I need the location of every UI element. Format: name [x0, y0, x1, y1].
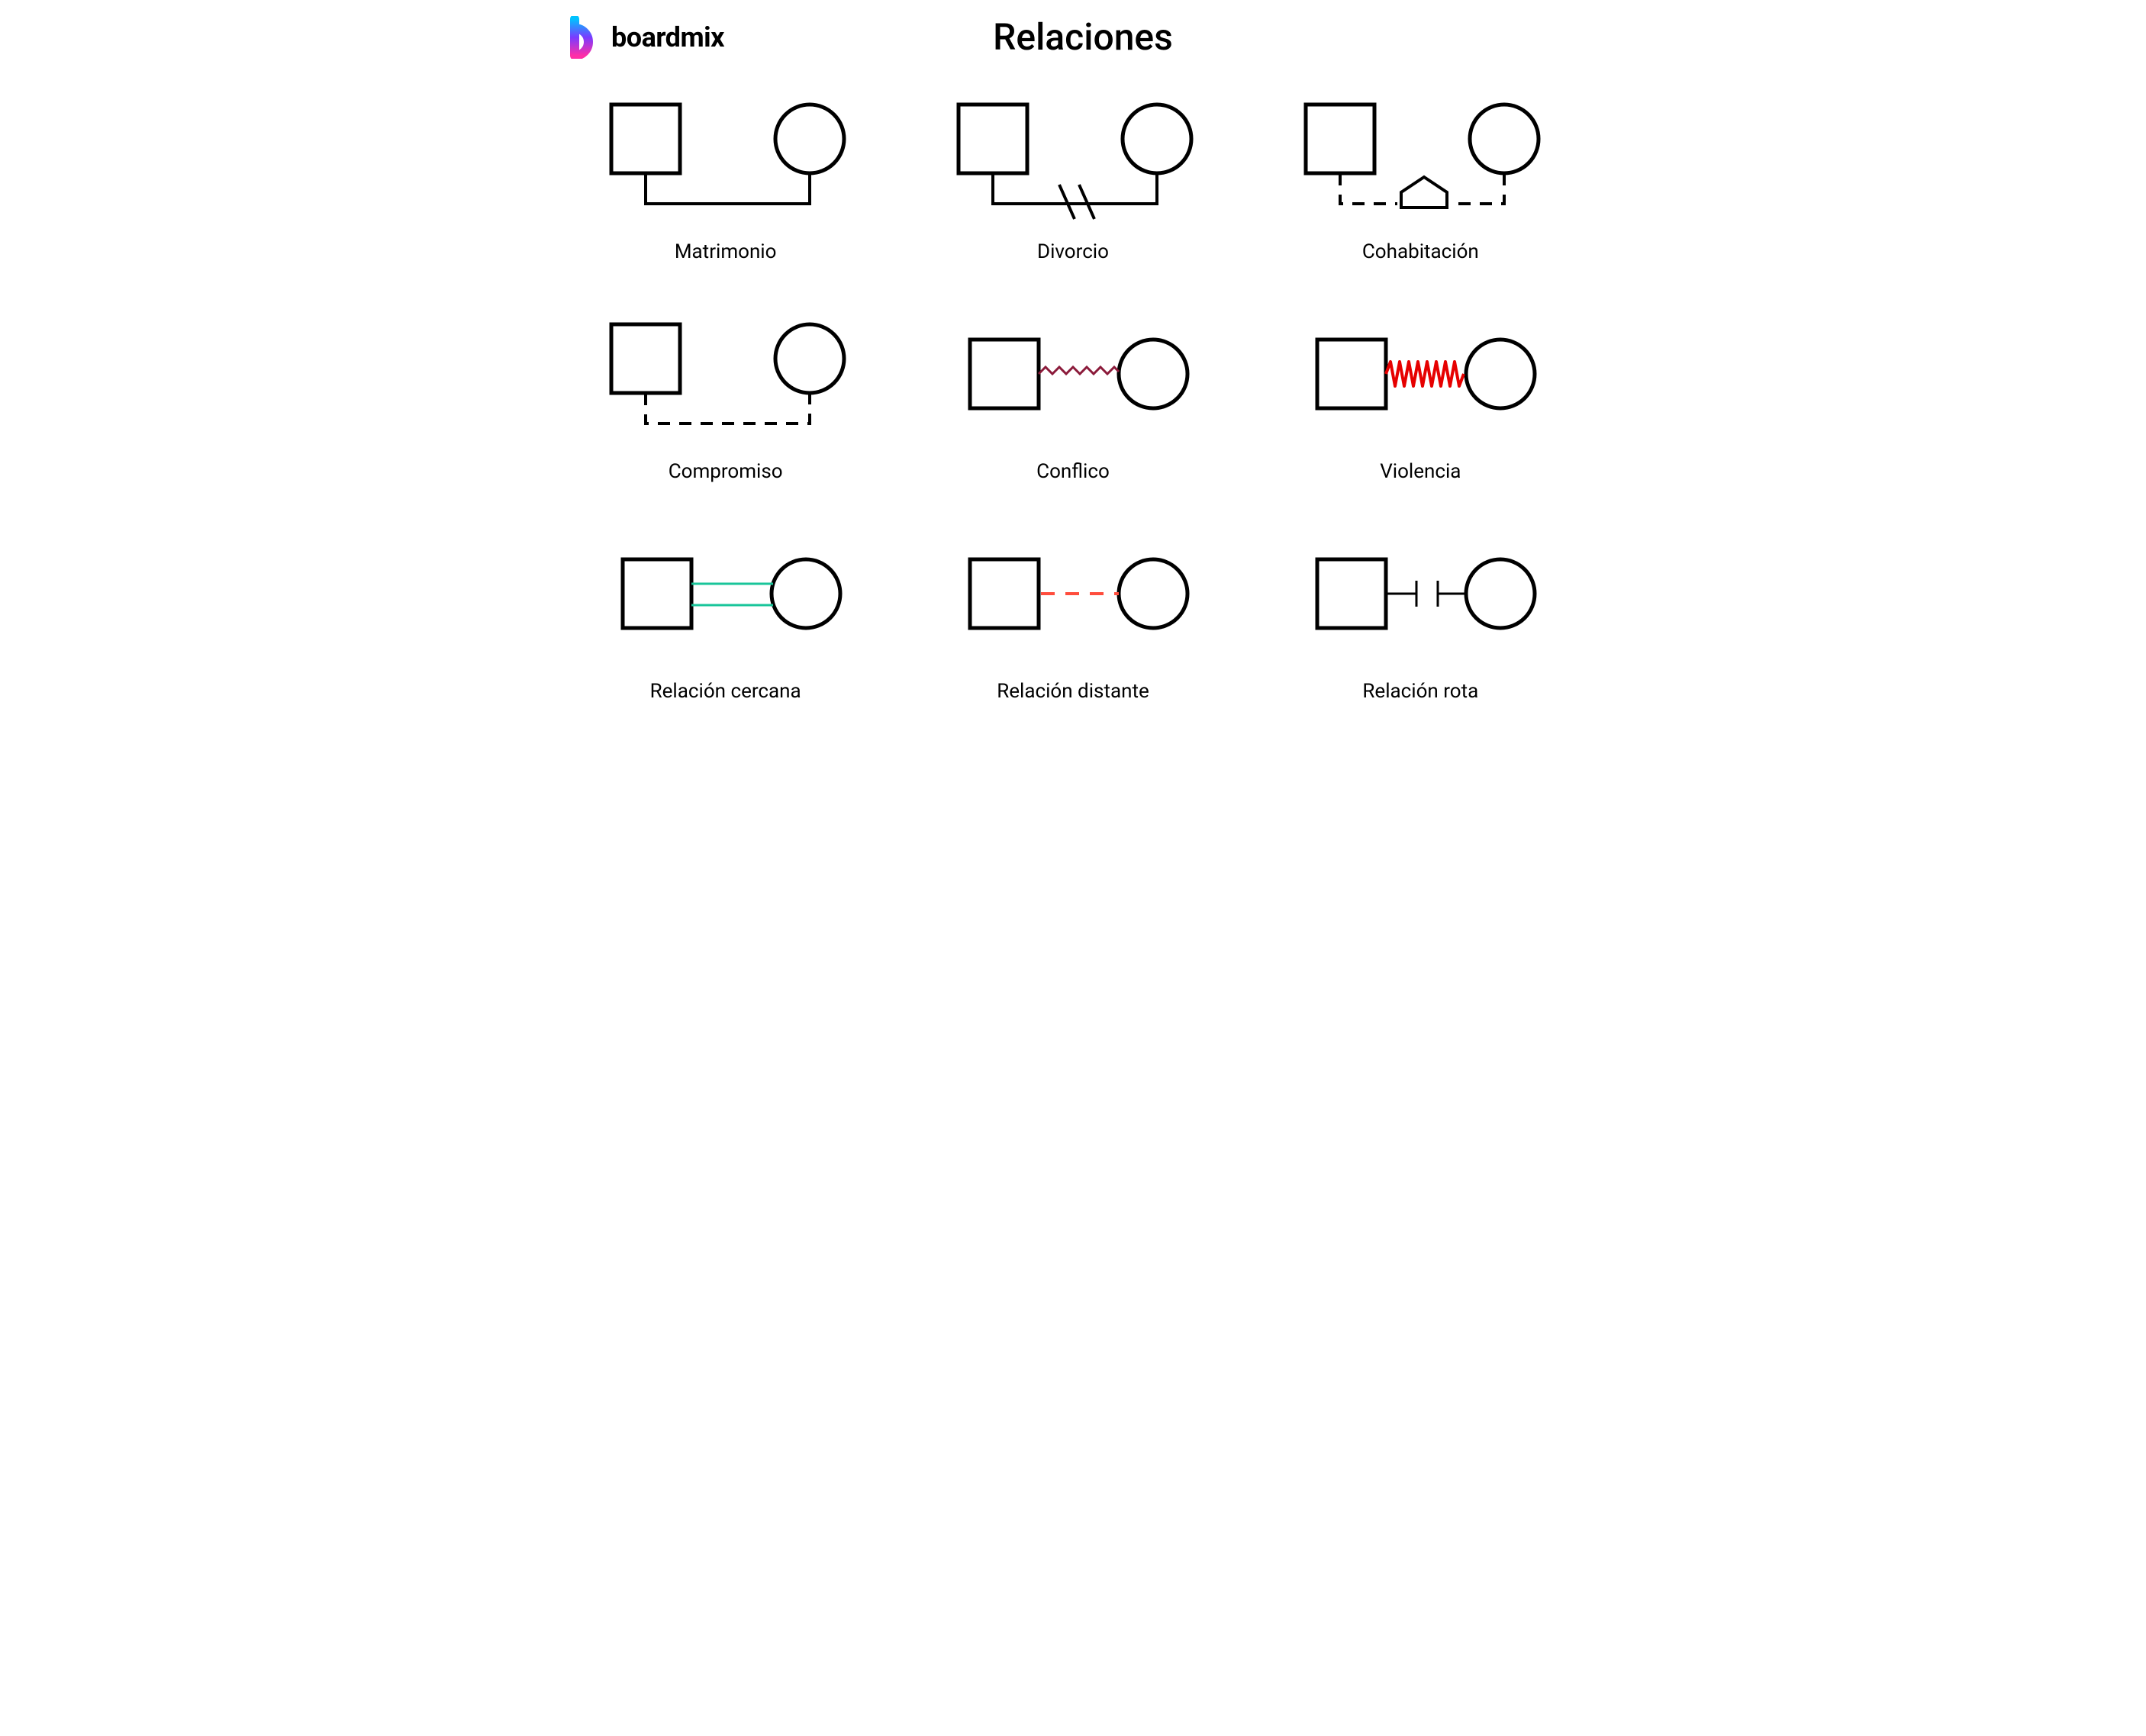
- page-title: Relaciones: [993, 15, 1173, 59]
- female-circle-icon: [1466, 340, 1535, 408]
- female-circle-icon: [775, 324, 844, 393]
- connector-left-dashed: [1340, 173, 1397, 204]
- male-square-icon: [959, 105, 1027, 173]
- page-root: boardmix Relaciones Matrimonio Divorcio: [536, 0, 1610, 749]
- female-circle-icon: [1466, 559, 1535, 628]
- cell-compromiso: Compromiso: [567, 309, 884, 483]
- diagram-engagement: [581, 309, 871, 446]
- female-circle-icon: [775, 105, 844, 173]
- female-circle-icon: [1119, 340, 1187, 408]
- male-square-icon: [1317, 559, 1386, 628]
- connector-dashed-line: [646, 393, 810, 424]
- title-wrap: Relaciones: [587, 15, 1579, 59]
- diagram-divorce: [928, 89, 1218, 227]
- male-square-icon: [623, 559, 691, 628]
- male-square-icon: [970, 559, 1039, 628]
- caption: Compromiso: [669, 460, 783, 483]
- male-square-icon: [611, 105, 680, 173]
- cell-violencia: Violencia: [1262, 309, 1579, 483]
- divorce-slashes-icon: [1059, 185, 1094, 219]
- zigzag-conflict-line: [1039, 367, 1119, 374]
- cell-divorcio: Divorcio: [914, 89, 1231, 263]
- diagram-cohabitation: [1275, 89, 1565, 227]
- cell-conflico: Conflico: [914, 309, 1231, 483]
- diagram-broken: [1275, 529, 1565, 666]
- female-circle-icon: [1123, 105, 1191, 173]
- cell-matrimonio: Matrimonio: [567, 89, 884, 263]
- caption: Conflico: [1036, 460, 1110, 483]
- cell-distante: Relación distante: [914, 529, 1231, 703]
- male-square-icon: [970, 340, 1039, 408]
- connector-right-dashed: [1451, 173, 1504, 204]
- caption: Cohabitación: [1362, 240, 1479, 263]
- caption: Relación distante: [997, 680, 1149, 703]
- female-circle-icon: [772, 559, 840, 628]
- header: boardmix Relaciones: [567, 15, 1579, 59]
- cell-rota: Relación rota: [1262, 529, 1579, 703]
- diagram-conflict: [928, 309, 1218, 446]
- diagram-distant: [928, 529, 1218, 666]
- diagram-marriage: [581, 89, 871, 227]
- diagram-violence: [1275, 309, 1565, 446]
- male-square-icon: [1317, 340, 1386, 408]
- connector-line: [646, 173, 810, 204]
- caption: Relación rota: [1362, 680, 1478, 703]
- cell-cercana: Relación cercana: [567, 529, 884, 703]
- caption: Matrimonio: [675, 240, 777, 263]
- diagram-grid: Matrimonio Divorcio Cohabitación: [567, 89, 1579, 703]
- caption: Relación cercana: [650, 680, 801, 703]
- male-square-icon: [1306, 105, 1374, 173]
- caption: Violencia: [1380, 460, 1461, 483]
- cell-cohabitacion: Cohabitación: [1262, 89, 1579, 263]
- zigzag-violence-line: [1386, 362, 1464, 386]
- male-square-icon: [611, 324, 680, 393]
- female-circle-icon: [1119, 559, 1187, 628]
- house-icon: [1401, 177, 1447, 208]
- female-circle-icon: [1470, 105, 1539, 173]
- caption: Divorcio: [1037, 240, 1109, 263]
- diagram-close: [581, 529, 871, 666]
- connector-line: [993, 173, 1157, 204]
